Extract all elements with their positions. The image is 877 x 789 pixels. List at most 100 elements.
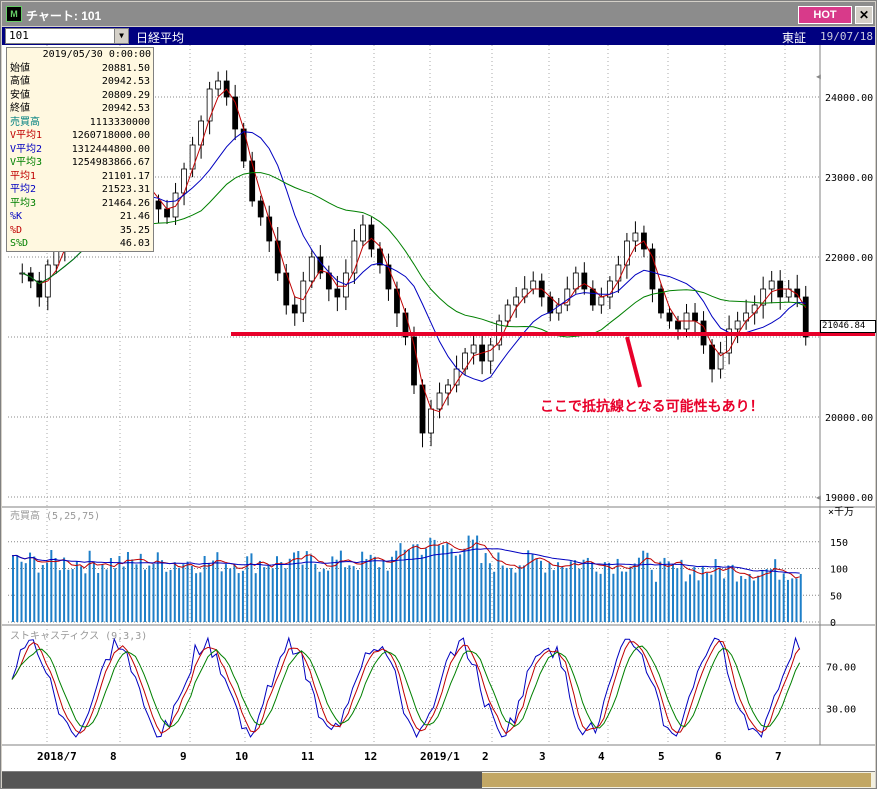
candle-body — [385, 264, 392, 290]
symbol-header: 101 ▼ 日経平均 東証 19/07/18 — [2, 27, 875, 45]
volume-bar — [29, 552, 32, 622]
candle-body — [572, 272, 579, 290]
volume-bar — [24, 563, 27, 622]
volume-bar — [339, 550, 342, 622]
volume-bar — [684, 581, 687, 622]
volume-unit-label: ×千万 — [828, 506, 854, 518]
info-row: 売買高 1113330000 — [9, 116, 151, 130]
volume-bar — [680, 559, 683, 622]
symbol-code-select[interactable]: 101 ▼ — [5, 28, 129, 44]
volume-bar — [148, 565, 151, 622]
info-row: %D 35.25 — [9, 224, 151, 238]
volume-bar — [672, 563, 674, 622]
volume-bar — [723, 578, 726, 622]
volume-bar — [561, 566, 564, 622]
candle-body — [632, 232, 639, 242]
volume-bar — [748, 574, 751, 622]
volume-bar — [37, 572, 40, 622]
volume-bar — [522, 565, 525, 622]
volume-bar — [454, 555, 457, 622]
volume-bar — [616, 558, 619, 622]
volume-bar — [80, 566, 83, 622]
volume-bar — [216, 552, 219, 622]
chart-area[interactable]: 24000.00 23000.00 22000.00 20000.00 19000.00… — [2, 45, 876, 772]
time-tick-label: 11 — [301, 750, 315, 763]
volume-bar — [782, 573, 785, 622]
horizontal-scrollbar[interactable] — [2, 771, 875, 788]
candle-body — [606, 280, 613, 298]
volume-tick-label: 100 — [830, 565, 848, 576]
volume-bar — [195, 573, 198, 622]
volume-bar — [237, 573, 240, 622]
chevron-down-icon[interactable]: ▼ — [114, 29, 128, 43]
candle-body — [658, 288, 664, 314]
volume-bar — [118, 556, 121, 622]
volume-bar — [637, 557, 640, 622]
volume-bar — [297, 551, 300, 622]
volume-bar — [735, 581, 738, 622]
volume-bar — [301, 564, 304, 622]
info-row: 平均1 21101.17 — [9, 170, 151, 184]
volume-bar — [505, 567, 508, 622]
candle-body — [734, 320, 741, 330]
volume-bar — [569, 561, 572, 622]
volume-bar — [165, 571, 168, 622]
volume-bar — [459, 554, 462, 622]
candle-body — [377, 248, 383, 266]
price-tick-label: 19000.00 — [825, 493, 873, 504]
volume-bar — [582, 559, 585, 622]
volume-bar — [463, 548, 466, 622]
volume-bar — [241, 570, 244, 622]
volume-bar — [531, 554, 534, 622]
annotation-pointer — [625, 336, 642, 388]
scrollbar-thumb[interactable] — [482, 773, 871, 787]
price-tick-label: 24000.00 — [825, 93, 873, 104]
hot-button[interactable]: HOT — [798, 6, 852, 24]
info-label: 始値 — [10, 62, 30, 74]
volume-bar — [190, 565, 193, 622]
volume-bar — [139, 553, 142, 622]
price-tick-label: 20000.00 — [825, 413, 873, 424]
volume-bar — [697, 580, 700, 622]
symbol-code: 101 — [9, 29, 29, 42]
candle-body — [709, 344, 715, 370]
candle-body — [215, 80, 222, 90]
volume-bar — [182, 564, 185, 622]
info-value: 20942.53 — [101, 76, 150, 87]
info-row: V平均2 1312444800.00 — [9, 143, 151, 157]
candle-body — [300, 280, 307, 314]
volume-bar — [399, 543, 402, 622]
volume-bar — [293, 552, 296, 622]
volume-bar — [480, 563, 483, 622]
volume-bar — [97, 573, 100, 622]
volume-bar — [322, 568, 325, 622]
volume-bar — [169, 569, 172, 622]
volume-bar — [403, 549, 406, 622]
close-button[interactable]: ✕ — [855, 6, 873, 24]
candle-body — [564, 288, 571, 306]
info-row: %K 21.46 — [9, 210, 151, 224]
info-value: 20942.53 — [101, 103, 150, 114]
chart-svg[interactable]: 24000.00 23000.00 22000.00 20000.00 19000.00… — [2, 45, 875, 772]
volume-bar — [41, 564, 44, 622]
ohlc-info-panel: 2019/05/30 0:00:00 始値 20881.50 高値 20942.53 安… — [6, 47, 154, 252]
info-row: V平均1 1260718000.00 — [9, 129, 151, 143]
candle-body — [334, 288, 341, 298]
info-row: 平均2 21523.31 — [9, 183, 151, 197]
volume-bar — [88, 550, 91, 622]
candle-body — [232, 96, 239, 130]
volume-bar — [484, 553, 487, 622]
candle-body — [419, 384, 426, 434]
volume-bar — [131, 559, 134, 622]
volume-bar — [280, 562, 283, 622]
volume-bar — [314, 563, 317, 622]
info-row: 安値 20809.29 — [9, 89, 151, 103]
stoch-sd-line — [11, 645, 801, 729]
candle-body — [751, 304, 758, 314]
volume-bar — [101, 564, 104, 622]
info-label: 安値 — [10, 89, 30, 101]
info-row: 終値 20942.53 — [9, 102, 151, 116]
volume-bar — [603, 562, 606, 622]
volume-bar — [544, 572, 547, 622]
